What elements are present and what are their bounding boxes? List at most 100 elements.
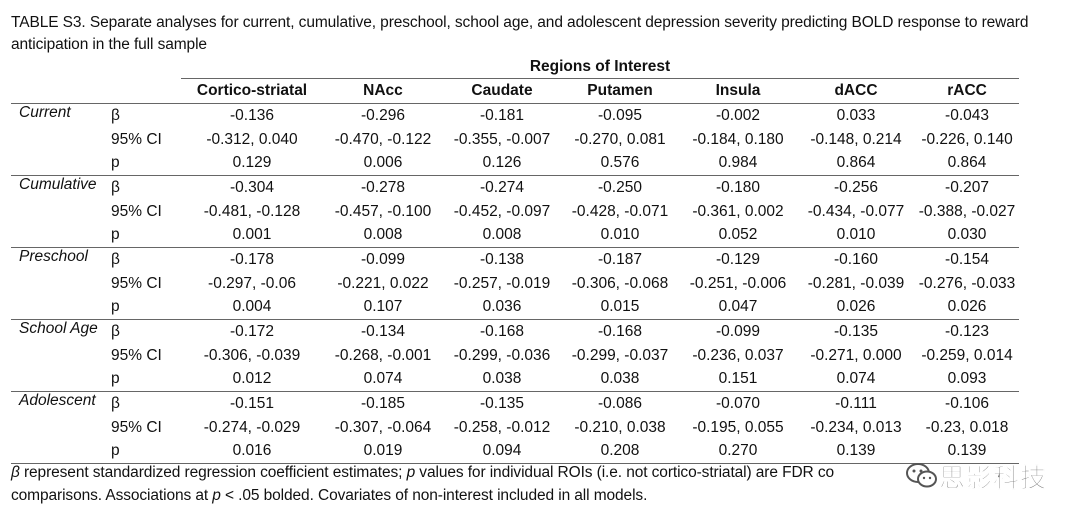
table-cell: 0.012: [181, 367, 323, 392]
table-cell: 0.052: [679, 223, 797, 248]
stat-label: p: [109, 223, 181, 248]
group-label: [11, 295, 109, 320]
table-cell: -0.043: [945, 106, 989, 124]
table-cell: -0.210, 0.038: [574, 418, 666, 436]
table-cell: 0.074: [797, 367, 915, 392]
table-cell: -0.123: [945, 322, 989, 340]
table-cell: -0.184, 0.180: [692, 130, 784, 148]
table-cell: -0.434, -0.077: [807, 202, 905, 220]
table-cell: -0.099: [716, 322, 760, 340]
table-row: p 0.001 0.008 0.008 0.010 0.052 0.010 0.030: [11, 223, 1020, 248]
table-cell: 0.008: [443, 223, 561, 248]
table-cell: -0.297, -0.06: [208, 274, 296, 292]
column-header: NAcc: [323, 78, 443, 104]
table-cell: -0.23, 0.018: [925, 418, 1009, 436]
table-cell: -0.259, 0.014: [921, 346, 1013, 364]
table-cell: 0.864: [915, 151, 1020, 176]
table-cell: -0.095: [598, 106, 642, 124]
stat-label: 95% CI: [111, 130, 162, 148]
table-cell: 0.151: [679, 367, 797, 392]
table-cell: 0.139: [915, 439, 1020, 464]
table-cell: -0.111: [835, 394, 877, 412]
table-row: School Age β -0.172 -0.134 -0.168 -0.168 -0.09…: [11, 320, 1019, 344]
table-cell: -0.172: [230, 322, 274, 340]
table-footnote: β represent standardized regression coef…: [11, 464, 835, 504]
table-cell: -0.270, 0.081: [574, 130, 666, 148]
table-row: p 0.012 0.074 0.038 0.038 0.151 0.074 0.093: [11, 367, 1020, 392]
table-row: Preschool β -0.178 -0.099 -0.138 -0.187 -0.129…: [11, 248, 1019, 272]
table-cell: 0.047: [679, 295, 797, 320]
table-body: Current β -0.136 -0.296 -0.181 -0.095 -0.002 0.…: [11, 104, 1020, 464]
table-cell: 0.038: [443, 367, 561, 392]
table-cell: -0.388, -0.027: [918, 202, 1016, 220]
table-cell: -0.470, -0.122: [334, 130, 432, 148]
table-cell: -0.168: [480, 322, 524, 340]
table-cell: -0.181: [480, 106, 524, 124]
table-cell: -0.299, -0.036: [453, 346, 551, 364]
table-row: 95% CI -0.481, -0.128 -0.457, -0.100 -0.452…: [11, 200, 1019, 224]
group-label: Preschool: [19, 248, 88, 265]
table-cell: 0.004: [181, 295, 323, 320]
table-cell: -0.002: [716, 106, 760, 124]
table-row: 95% CI -0.306, -0.039 -0.268, -0.001 -0.299…: [11, 344, 1019, 368]
column-header: rACC: [915, 78, 1020, 104]
table-cell: -0.178: [230, 250, 274, 268]
table-cell: -0.250: [598, 178, 642, 196]
stat-label: p: [109, 367, 181, 392]
stat-label: β: [111, 106, 120, 124]
group-label: [11, 200, 109, 224]
table-cell: -0.135: [834, 322, 878, 340]
table-row: p 0.129 0.006 0.126 0.576 0.984 0.864 0.864: [11, 151, 1020, 176]
group-label: [11, 439, 109, 464]
column-header: Putamen: [561, 78, 679, 104]
table-cell: -0.304: [230, 178, 274, 196]
table-cell: 0.026: [915, 295, 1020, 320]
group-label: Adolescent: [19, 392, 96, 409]
stat-label: 95% CI: [111, 274, 162, 292]
column-header: Cortico-striatal: [181, 78, 323, 104]
column-header: dACC: [797, 78, 915, 104]
table-cell: 0.984: [679, 151, 797, 176]
table-cell: -0.226, 0.140: [921, 130, 1013, 148]
table-row: Cumulative β -0.304 -0.278 -0.274 -0.250 -0.18…: [11, 176, 1019, 200]
table-cell: -0.136: [230, 106, 274, 124]
table-cell: 0.208: [561, 439, 679, 464]
table-cell: -0.306, -0.039: [203, 346, 301, 364]
table-cell: -0.187: [598, 250, 642, 268]
group-label: [11, 416, 109, 440]
stat-label: 95% CI: [111, 202, 162, 220]
table-cell: 0.008: [323, 223, 443, 248]
table-cell: -0.276, -0.033: [918, 274, 1016, 292]
table-cell: -0.312, 0.040: [206, 130, 298, 148]
table-cell: -0.234, 0.013: [810, 418, 902, 436]
table-row: 95% CI -0.312, 0.040 -0.470, -0.122 -0.355,…: [11, 128, 1019, 152]
group-label: Current: [19, 104, 71, 121]
table-row: Adolescent β -0.151 -0.185 -0.135 -0.086 -0.07…: [11, 392, 1019, 416]
table-cell: 0.270: [679, 439, 797, 464]
table-cell: -0.160: [834, 250, 878, 268]
table-cell: -0.257, -0.019: [453, 274, 551, 292]
table-cell: -0.180: [716, 178, 760, 196]
table-cell: -0.154: [945, 250, 989, 268]
table-cell: -0.299, -0.037: [571, 346, 669, 364]
table-cell: -0.361, 0.002: [692, 202, 784, 220]
table-cell: -0.306, -0.068: [571, 274, 669, 292]
table-cell: -0.151: [230, 394, 274, 412]
table-cell: -0.281, -0.039: [807, 274, 905, 292]
table-cell: 0.015: [561, 295, 679, 320]
table-cell: 0.030: [915, 223, 1020, 248]
p-symbol: p: [406, 464, 416, 481]
stat-label: p: [109, 151, 181, 176]
watermark: 思影科技: [905, 456, 1065, 496]
table-cell: 0.139: [797, 439, 915, 464]
table-cell: -0.256: [834, 178, 878, 196]
stat-label: p: [109, 439, 181, 464]
table-cell: -0.452, -0.097: [453, 202, 551, 220]
table-cell: -0.106: [945, 394, 989, 412]
stat-label: β: [111, 250, 120, 268]
stat-label: β: [111, 322, 120, 340]
table-cell: -0.138: [480, 250, 524, 268]
table-caption: TABLE S3. Separate analyses for current,…: [11, 14, 1029, 53]
regions-header: Regions of Interest: [181, 56, 1020, 79]
beta-symbol: β: [11, 464, 20, 481]
